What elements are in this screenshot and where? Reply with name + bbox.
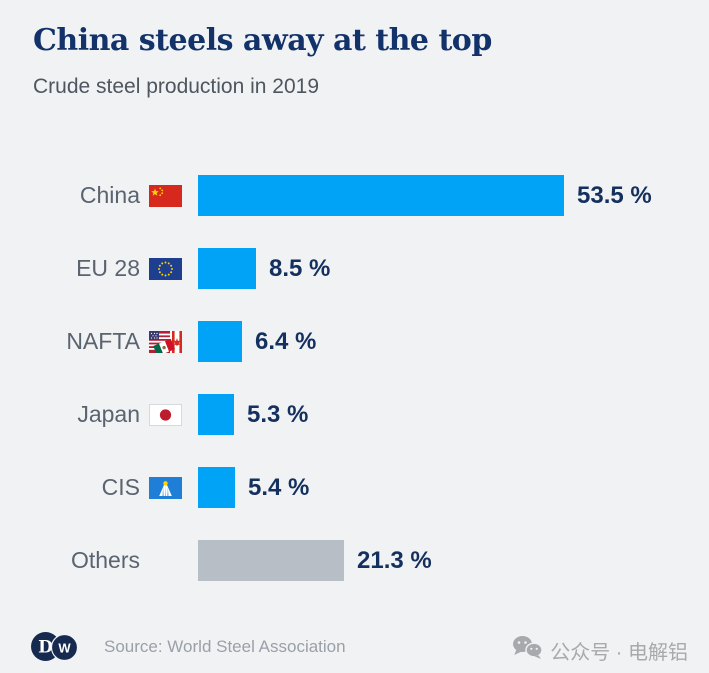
category-label-others: Others	[70, 547, 140, 573]
bar-japan	[198, 394, 234, 435]
china-flag-icon	[149, 184, 182, 207]
bar-cis	[198, 467, 235, 508]
bar-nafta	[198, 321, 242, 362]
chart-row-eu28: EU 28 8.5 %	[0, 232, 709, 305]
watermark: 公众号 · 电解铝	[512, 635, 688, 666]
chart-subtitle: Crude steel production in 2019	[33, 74, 320, 98]
bar-china	[198, 175, 564, 216]
bar-chart: China 53.5 % EU 28	[0, 159, 709, 597]
bar-eu28	[198, 248, 256, 289]
eu-flag-icon	[149, 257, 182, 280]
bar-others	[198, 540, 344, 581]
value-label-others: 21.3 %	[357, 546, 432, 574]
chart-row-nafta: NAFTA	[0, 305, 709, 378]
dw-logo: D W	[31, 632, 79, 662]
value-label-nafta: 6.4 %	[255, 327, 317, 355]
flag-placeholder	[149, 550, 182, 572]
wechat-icon	[512, 635, 543, 666]
category-label-japan: Japan	[77, 401, 140, 427]
source-text: Source: World Steel Association	[104, 636, 346, 656]
value-label-cis: 5.4 %	[248, 473, 310, 501]
nafta-flag-icon	[149, 330, 182, 353]
category-label-cis: CIS	[101, 474, 140, 500]
cis-flag-icon	[149, 476, 182, 499]
value-label-japan: 5.3 %	[247, 400, 309, 428]
chart-title: China steels away at the top	[33, 23, 492, 58]
value-label-china: 53.5 %	[577, 181, 652, 209]
svg-text:D: D	[38, 638, 53, 658]
chart-row-japan: Japan 5.3 %	[0, 378, 709, 451]
japan-flag-icon	[149, 403, 182, 426]
chart-row-others: Others 21.3 %	[0, 524, 709, 597]
value-label-eu28: 8.5 %	[269, 254, 331, 282]
category-label-china: China	[79, 182, 140, 208]
category-label-eu28: EU 28	[76, 255, 140, 281]
chart-row-china: China 53.5 %	[0, 159, 709, 232]
watermark-text: 公众号 · 电解铝	[550, 641, 688, 664]
chart-row-cis: CIS 5.4 %	[0, 451, 709, 524]
chart-header: China steels away at the top Crude steel…	[33, 23, 492, 99]
svg-text:W: W	[58, 641, 71, 656]
category-label-nafta: NAFTA	[66, 328, 140, 354]
